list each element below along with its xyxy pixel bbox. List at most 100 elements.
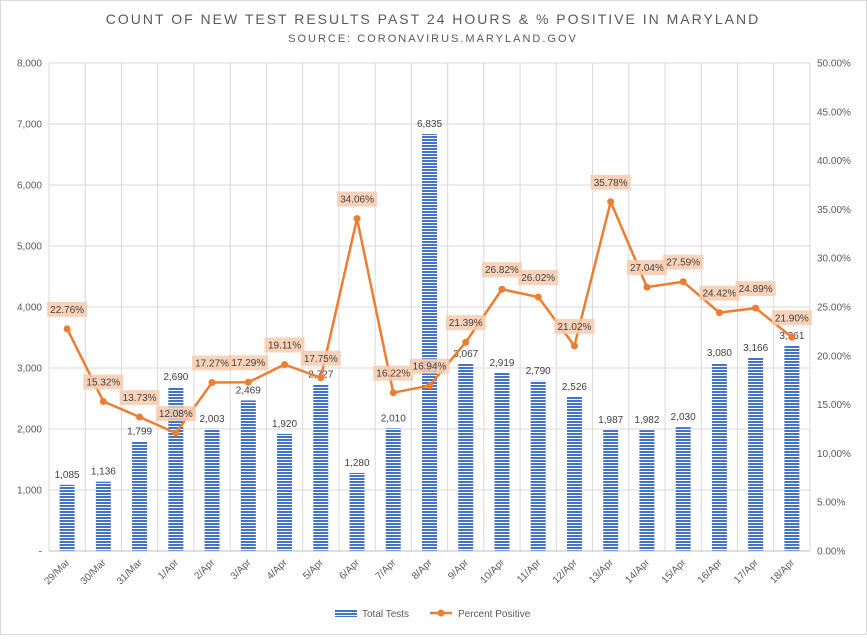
percent-positive-marker bbox=[643, 283, 651, 291]
bar-total-tests bbox=[603, 429, 619, 551]
x-axis-tick-label: 29/Mar bbox=[42, 557, 72, 587]
y-axis-right-tick-label: 40.00% bbox=[817, 156, 851, 167]
bar-total-tests bbox=[748, 357, 764, 551]
y-axis-left-tick-label: 4,000 bbox=[17, 303, 42, 314]
x-axis-tick-label: 18/Apr bbox=[768, 557, 797, 586]
percent-positive-marker bbox=[788, 333, 796, 341]
percent-data-label: 26.82% bbox=[485, 265, 519, 276]
bar-total-tests bbox=[349, 472, 365, 551]
percent-label-background bbox=[699, 285, 740, 301]
percent-data-label: 21.39% bbox=[449, 318, 483, 329]
percent-positive-marker bbox=[99, 397, 107, 405]
bar-data-label: 1,136 bbox=[91, 467, 116, 478]
percent-positive-marker bbox=[244, 378, 252, 386]
bar-data-label: 3,166 bbox=[743, 343, 768, 354]
percent-positive-marker bbox=[426, 382, 433, 390]
y-axis-left-tick-label: 7,000 bbox=[17, 120, 42, 131]
x-axis-tick-label: 6/Apr bbox=[337, 557, 362, 582]
percent-data-label: 19.11% bbox=[268, 340, 301, 351]
bar-total-tests bbox=[494, 372, 510, 551]
percent-positive-marker bbox=[534, 293, 542, 301]
percent-data-label: 26.02% bbox=[521, 273, 555, 284]
chart-subtitle: SOURCE: CORONAVIRUS.MARYLAND.GOV bbox=[288, 33, 578, 45]
bar-data-label: 1,085 bbox=[55, 470, 80, 481]
percent-label-background bbox=[445, 315, 486, 331]
percent-positive-marker bbox=[63, 325, 71, 333]
percent-data-label: 12.08% bbox=[159, 409, 193, 420]
bar-total-tests bbox=[313, 384, 329, 551]
percent-label-background bbox=[155, 406, 196, 422]
bar-data-label: 1,799 bbox=[127, 426, 152, 437]
x-axis-tick-label: 7/Apr bbox=[374, 557, 399, 582]
x-axis-tick-label: 30/Mar bbox=[79, 557, 109, 587]
percent-label-background bbox=[264, 337, 305, 353]
percent-label-background bbox=[47, 301, 88, 317]
y-axis-left-tick-label: 6,000 bbox=[17, 181, 42, 192]
percent-label-background bbox=[663, 254, 704, 270]
legend-swatch-total-tests bbox=[335, 609, 357, 617]
percent-label-background bbox=[192, 355, 233, 371]
percent-positive-marker bbox=[607, 198, 615, 206]
bar-total-tests bbox=[204, 428, 220, 551]
y-axis-right-tick-label: 0.00% bbox=[817, 547, 845, 558]
percent-positive-marker bbox=[752, 304, 760, 312]
x-axis-tick-label: 2/Apr bbox=[193, 557, 218, 582]
percent-data-label: 16.94% bbox=[413, 362, 447, 373]
percent-positive-marker bbox=[136, 413, 144, 421]
bar-series-total-tests: 1,0851,1361,7992,6902,0032,4691,9202,727… bbox=[55, 119, 805, 551]
legend-label-percent-positive: Percent Positive bbox=[458, 609, 531, 620]
percent-data-label: 17.75% bbox=[304, 354, 338, 365]
bar-total-tests bbox=[385, 428, 401, 551]
y-axis-left-tick-label: 5,000 bbox=[17, 242, 42, 253]
x-axis-tick-label: 8/Apr bbox=[410, 557, 435, 582]
bar-data-label: 1,920 bbox=[272, 419, 297, 430]
percent-label-background bbox=[409, 358, 450, 374]
percent-positive-marker bbox=[353, 215, 361, 223]
percent-data-label: 27.04% bbox=[630, 263, 664, 274]
legend: Total Tests Percent Positive bbox=[335, 609, 531, 620]
percent-label-background bbox=[626, 260, 667, 276]
percent-positive-marker bbox=[570, 342, 578, 350]
bar-data-label: 2,526 bbox=[562, 382, 587, 393]
bar-total-tests bbox=[132, 441, 148, 551]
percent-data-label: 24.89% bbox=[739, 284, 773, 295]
y-axis-right-tick-label: 10.00% bbox=[817, 449, 851, 460]
y-axis-right-tick-label: 25.00% bbox=[817, 303, 851, 314]
percent-label-background bbox=[300, 350, 341, 366]
bar-total-tests bbox=[422, 134, 437, 551]
bar-total-tests bbox=[784, 345, 800, 551]
x-axis-tick-label: 14/Apr bbox=[623, 557, 652, 586]
bar-total-tests bbox=[458, 363, 474, 551]
percent-label-background bbox=[771, 310, 812, 326]
bar-total-tests bbox=[277, 433, 293, 551]
percent-positive-marker bbox=[281, 360, 289, 368]
y-axis-right-tick-label: 30.00% bbox=[817, 254, 851, 265]
x-axis-tick-label: 15/Apr bbox=[660, 557, 689, 586]
percent-positive-marker bbox=[172, 429, 180, 437]
y-axis-left-tick-label: 1,000 bbox=[17, 486, 42, 497]
x-axis-tick-label: 9/Apr bbox=[446, 557, 471, 582]
percent-data-label: 13.73% bbox=[123, 393, 157, 404]
y-axis-left-tick-label: 2,000 bbox=[17, 425, 42, 436]
y-axis-left-tick-label: - bbox=[39, 547, 42, 558]
percent-positive-marker bbox=[208, 378, 216, 386]
bar-data-label: 2,790 bbox=[526, 366, 551, 377]
bar-data-label: 2,690 bbox=[163, 372, 188, 383]
y-axis-right-tick-label: 50.00% bbox=[817, 59, 851, 70]
percent-label-background bbox=[735, 281, 776, 297]
percent-label-background bbox=[373, 365, 414, 381]
percent-label-background bbox=[337, 191, 378, 207]
x-axis-tick-label: 12/Apr bbox=[551, 557, 580, 586]
percent-label-background bbox=[481, 262, 522, 278]
percent-positive-marker bbox=[498, 285, 506, 293]
x-axis-tick-label: 10/Apr bbox=[478, 557, 507, 586]
bar-data-label: 1,280 bbox=[345, 458, 370, 469]
x-axis-tick-label: 31/Mar bbox=[115, 557, 145, 587]
percent-data-label: 16.22% bbox=[376, 369, 410, 380]
y-axis-right-tick-label: 20.00% bbox=[817, 351, 851, 362]
x-axis-tick-label: 17/Apr bbox=[732, 557, 761, 586]
percent-positive-marker bbox=[715, 309, 723, 317]
y-axis-right-tick-label: 15.00% bbox=[817, 400, 851, 411]
x-axis-tick-label: 4/Apr bbox=[265, 557, 290, 582]
x-axis-tick-label: 11/Apr bbox=[515, 557, 544, 586]
